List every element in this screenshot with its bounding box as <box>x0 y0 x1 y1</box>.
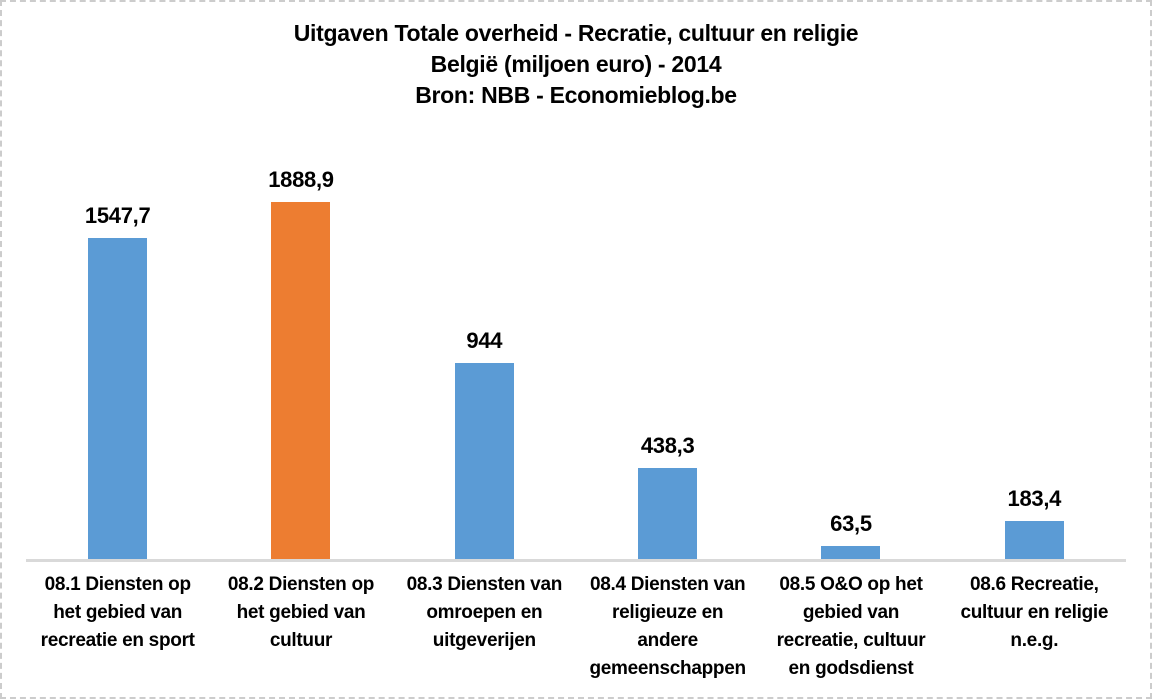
category-axis-labels: 08.1 Diensten op het gebied van recreati… <box>26 562 1126 683</box>
bar-slot: 1888,9 <box>209 167 392 559</box>
bar-slot: 183,4 <box>943 167 1126 559</box>
category-label: 08.6 Recreatie, cultuur en religie n.e.g… <box>960 574 1109 651</box>
bar-slot: 944 <box>393 167 576 559</box>
bar <box>638 468 698 559</box>
bar-slot: 63,5 <box>759 167 942 559</box>
category-label: 08.4 Diensten van religieuze en andere g… <box>589 574 746 679</box>
bar-value-label: 183,4 <box>1007 486 1062 511</box>
chart-title: Uitgaven Totale overheid - Recratie, cul… <box>293 20 859 46</box>
bar <box>271 202 331 559</box>
bar-value-label: 63,5 <box>830 511 872 536</box>
category-label: 08.1 Diensten op het gebied van recreati… <box>40 574 195 651</box>
category-label: 08.5 O&O op het gebied van recreatie, cu… <box>776 574 926 679</box>
category-label: 08.2 Diensten op het gebied van cultuur <box>227 574 375 651</box>
bar-value-label: 438,3 <box>640 433 695 458</box>
bar <box>1004 521 1064 559</box>
bar-value-label: 1547,7 <box>84 203 151 228</box>
bar <box>821 546 881 559</box>
chart-header: Uitgaven Totale overheid - Recratie, cul… <box>2 18 1150 111</box>
bar-slot: 1547,7 <box>26 167 209 559</box>
bar-slot: 438,3 <box>576 167 759 559</box>
bar-value-label: 1888,9 <box>268 167 334 192</box>
x-axis-line <box>26 559 1126 562</box>
chart-source: Bron: NBB - Economieblog.be <box>415 82 737 108</box>
bar <box>454 363 514 559</box>
bar <box>88 238 148 559</box>
plot-area: 1547,7 1888,9 944 438,3 63,5 183,4 <box>26 167 1126 559</box>
category-label: 08.3 Diensten van omroepen en uitgeverij… <box>406 574 563 651</box>
chart-subtitle: België (miljoen euro) - 2014 <box>430 51 722 77</box>
bar-value-label: 944 <box>466 328 503 353</box>
